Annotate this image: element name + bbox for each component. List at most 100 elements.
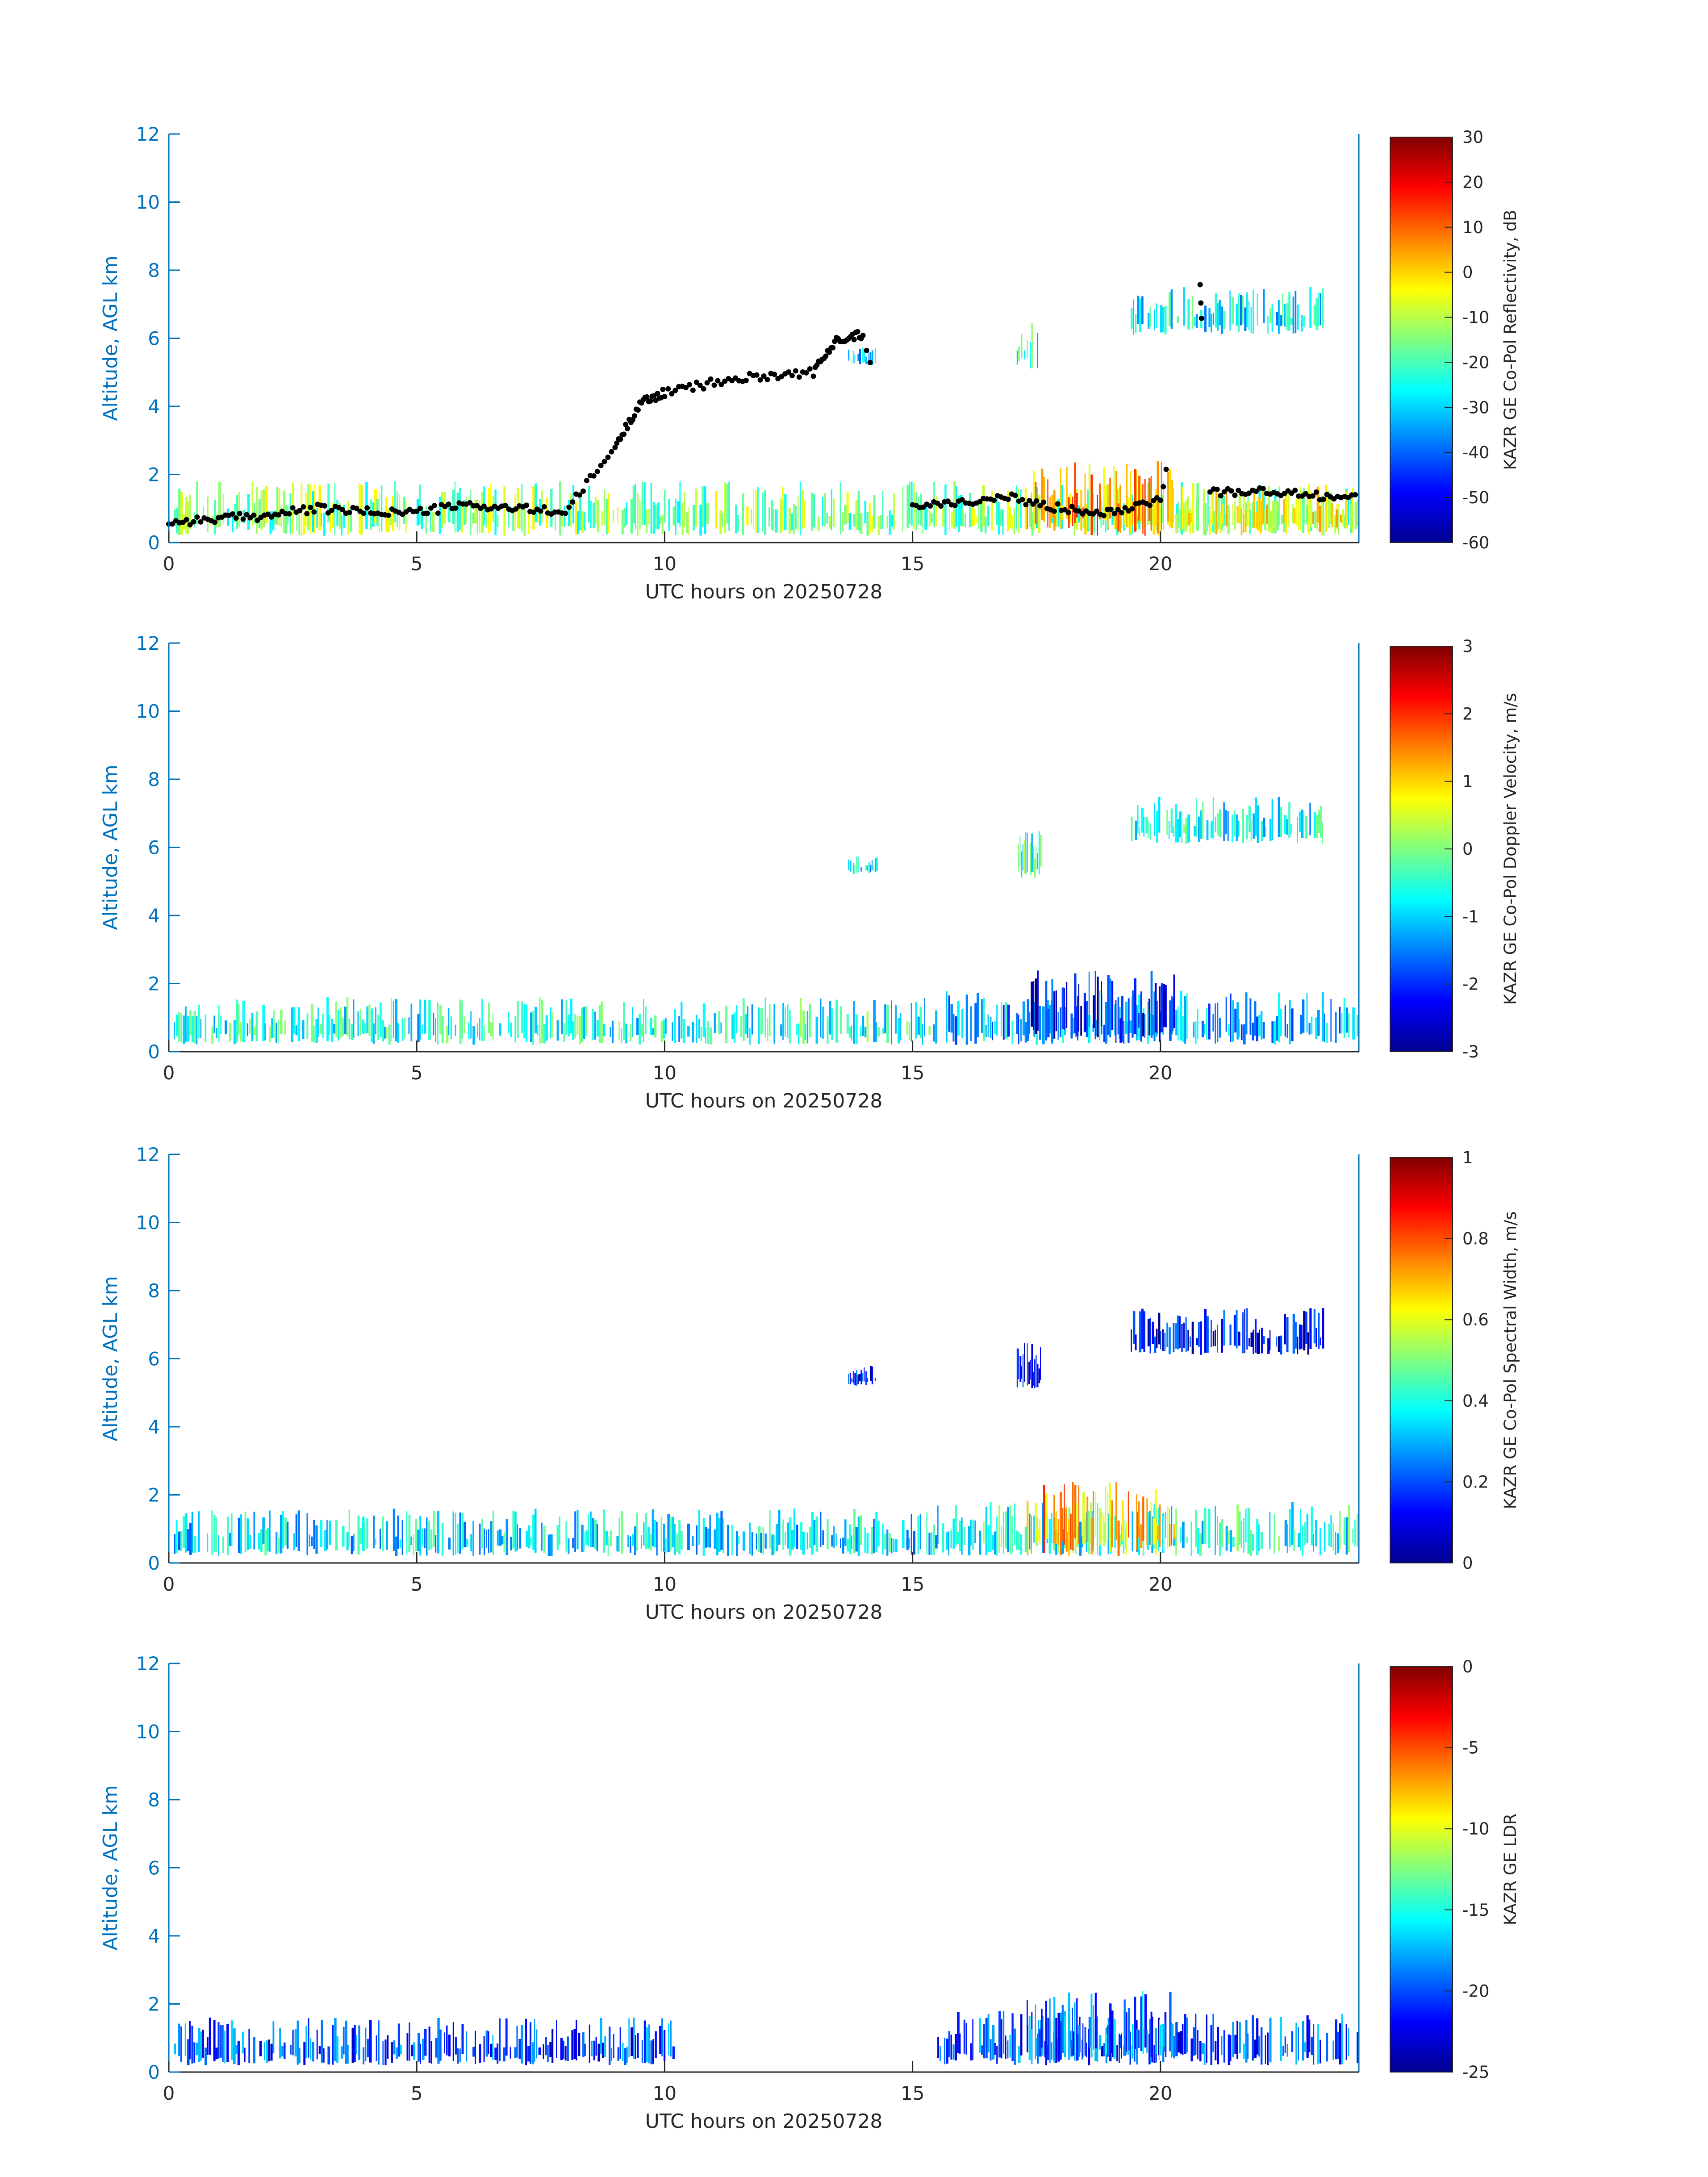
echo-column — [397, 1515, 399, 1549]
echo-column — [670, 2020, 672, 2057]
echo-column — [382, 1020, 384, 1041]
echo-column — [931, 1532, 933, 1555]
echo-column — [490, 1521, 493, 1553]
echo-column — [1280, 2017, 1282, 2061]
cloud-base-point — [446, 501, 451, 507]
echo-column — [1196, 314, 1198, 328]
echo-column — [1320, 293, 1322, 326]
cloud-base-point — [194, 514, 200, 520]
echo-column — [1293, 508, 1296, 524]
cloud-base-point — [1214, 486, 1220, 492]
echo-column — [589, 1511, 592, 1547]
echo-column — [479, 2044, 481, 2063]
echo-column — [661, 514, 664, 534]
echo-column — [1168, 821, 1170, 839]
echo-column — [503, 1532, 505, 1552]
echo-column — [1253, 813, 1255, 839]
echo-column — [1250, 1332, 1253, 1347]
echo-column — [189, 494, 191, 529]
echo-column — [591, 2041, 593, 2056]
echo-column — [475, 2031, 476, 2064]
echo-column — [1006, 491, 1010, 531]
echo-column — [884, 1004, 886, 1033]
echo-column — [463, 500, 466, 525]
echo-column — [1034, 1359, 1036, 1388]
echo-column — [1027, 340, 1028, 358]
echo-column — [864, 501, 867, 524]
echo-column — [1143, 817, 1145, 837]
echo-column — [1060, 485, 1063, 529]
echo-column — [494, 489, 497, 535]
echo-column — [311, 1004, 313, 1042]
echo-column — [1009, 507, 1011, 529]
echo-column — [351, 1024, 354, 1040]
echo-column — [917, 1516, 919, 1554]
echo-column — [1278, 797, 1280, 837]
echo-column — [857, 1374, 859, 1384]
echo-column — [681, 502, 684, 535]
cloud-base-point — [1232, 493, 1238, 498]
echo-column — [643, 999, 644, 1043]
echo-column — [1183, 1322, 1185, 1349]
echo-column — [1036, 2038, 1037, 2056]
echo-column — [393, 1508, 396, 1551]
echo-column — [871, 515, 873, 532]
echo-column — [1301, 1325, 1303, 1349]
echo-column — [1149, 823, 1151, 840]
echo-column — [998, 2011, 1001, 2058]
echo-column — [751, 1532, 753, 1556]
echo-column — [588, 485, 590, 523]
echo-column — [1049, 1998, 1051, 2063]
cloud-base-point — [584, 478, 589, 484]
cloud-base-point — [1115, 507, 1121, 513]
cloud-base-point — [563, 510, 568, 516]
echo-column — [1200, 810, 1202, 839]
echo-column — [1236, 1504, 1239, 1551]
echo-column — [1025, 832, 1027, 874]
echo-column — [1223, 1309, 1225, 1346]
echo-column — [600, 2018, 602, 2054]
echo-column — [981, 999, 983, 1033]
echo-column — [633, 2018, 635, 2059]
echo-column — [603, 1509, 606, 1553]
echo-column — [873, 495, 876, 529]
y-tick-label: 4 — [148, 905, 160, 927]
echo-column — [1126, 1523, 1127, 1555]
echo-column — [1120, 2033, 1122, 2059]
echo-column — [315, 1525, 318, 1554]
echo-column — [1175, 2022, 1178, 2056]
echo-column — [1313, 1534, 1314, 1552]
echo-column — [222, 1536, 225, 1553]
echo-column — [864, 1527, 866, 1553]
echo-column — [1204, 305, 1207, 332]
echo-column — [665, 1018, 667, 1034]
echo-column — [1221, 2035, 1223, 2055]
echo-column — [593, 2040, 596, 2060]
echo-column — [461, 2024, 464, 2054]
echo-column — [992, 1022, 994, 1040]
echo-column — [1138, 1012, 1140, 1028]
echo-column — [1036, 487, 1038, 529]
echo-column — [249, 1019, 251, 1034]
echo-column — [1109, 2003, 1112, 2061]
echo-column — [1074, 2002, 1076, 2061]
echo-column — [926, 1511, 927, 1555]
echo-column — [1185, 818, 1188, 844]
colorbar — [1390, 137, 1453, 543]
echo-column — [637, 493, 639, 536]
echo-column — [601, 511, 603, 526]
colorbar-tick-label: -25 — [1462, 2063, 1489, 2082]
echo-field — [174, 1991, 1359, 2065]
echo-column — [1313, 2024, 1315, 2065]
echo-column — [1324, 1522, 1326, 1552]
echo-column — [1196, 798, 1197, 837]
echo-column — [565, 1521, 567, 1552]
echo-column — [1352, 1529, 1354, 1543]
echo-column — [1253, 488, 1255, 528]
cloud-base-point — [860, 333, 866, 338]
echo-column — [1000, 509, 1002, 526]
echo-column — [1337, 1533, 1339, 1554]
echo-column — [1314, 511, 1316, 528]
echo-column — [1109, 478, 1111, 519]
